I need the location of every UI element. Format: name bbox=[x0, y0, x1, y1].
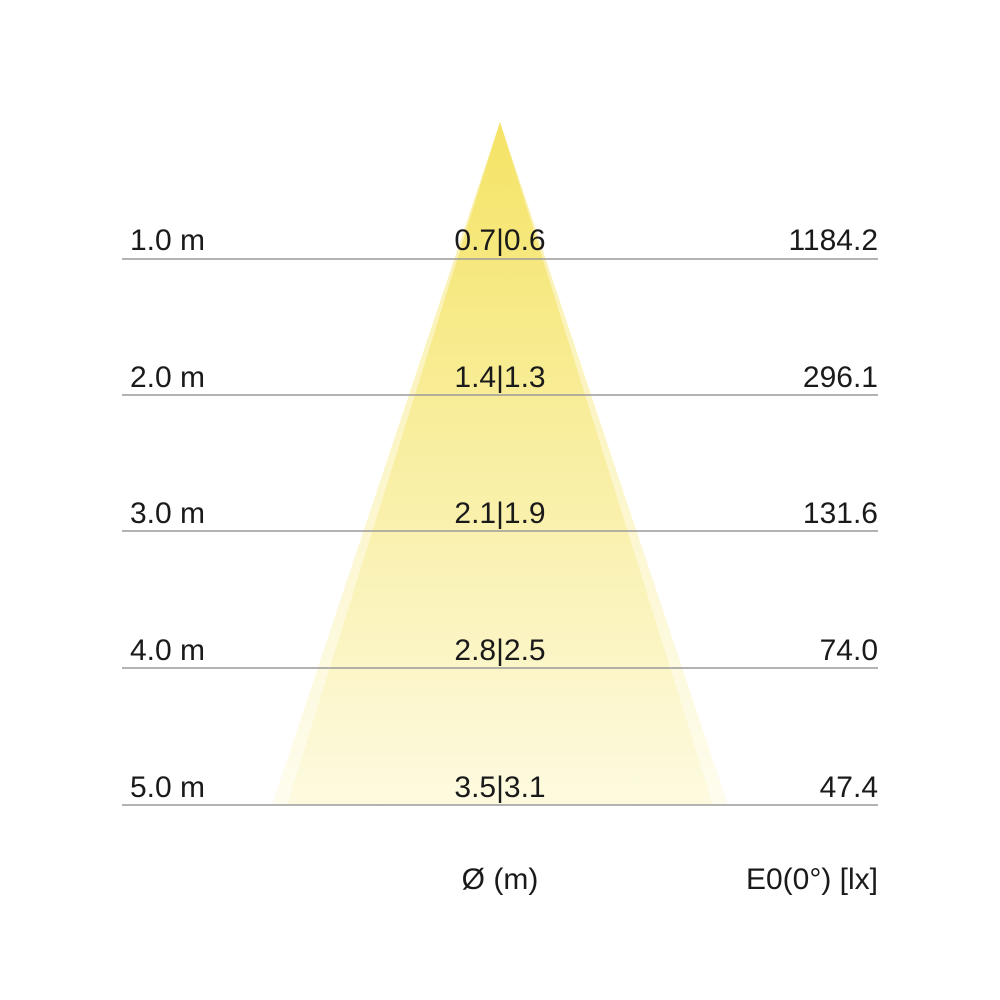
illuminance-value: 296.1 bbox=[802, 361, 878, 394]
diameter-value: 2.8|2.5 bbox=[454, 634, 546, 667]
diameter-value: 2.1|1.9 bbox=[454, 497, 546, 530]
illuminance-value: 74.0 bbox=[819, 634, 878, 667]
illuminance-value: 1184.2 bbox=[788, 224, 878, 257]
distance-label: 4.0 m bbox=[130, 634, 206, 667]
diameter-value: 1.4|1.3 bbox=[454, 361, 546, 394]
illuminance-value: 131.6 bbox=[802, 497, 878, 530]
distance-label: 2.0 m bbox=[130, 361, 206, 394]
illuminance-axis-label: E0(0°) [lx] bbox=[745, 863, 878, 896]
distance-label: 5.0 m bbox=[130, 771, 206, 804]
diameter-value: 0.7|0.6 bbox=[454, 224, 546, 257]
diameter-value: 3.5|3.1 bbox=[454, 771, 546, 804]
distance-label: 1.0 m bbox=[130, 224, 206, 257]
diameter-axis-label: Ø (m) bbox=[461, 863, 539, 896]
illuminance-value: 47.4 bbox=[819, 771, 878, 804]
inner-beam-cone bbox=[287, 122, 713, 805]
distance-label: 3.0 m bbox=[130, 497, 206, 530]
